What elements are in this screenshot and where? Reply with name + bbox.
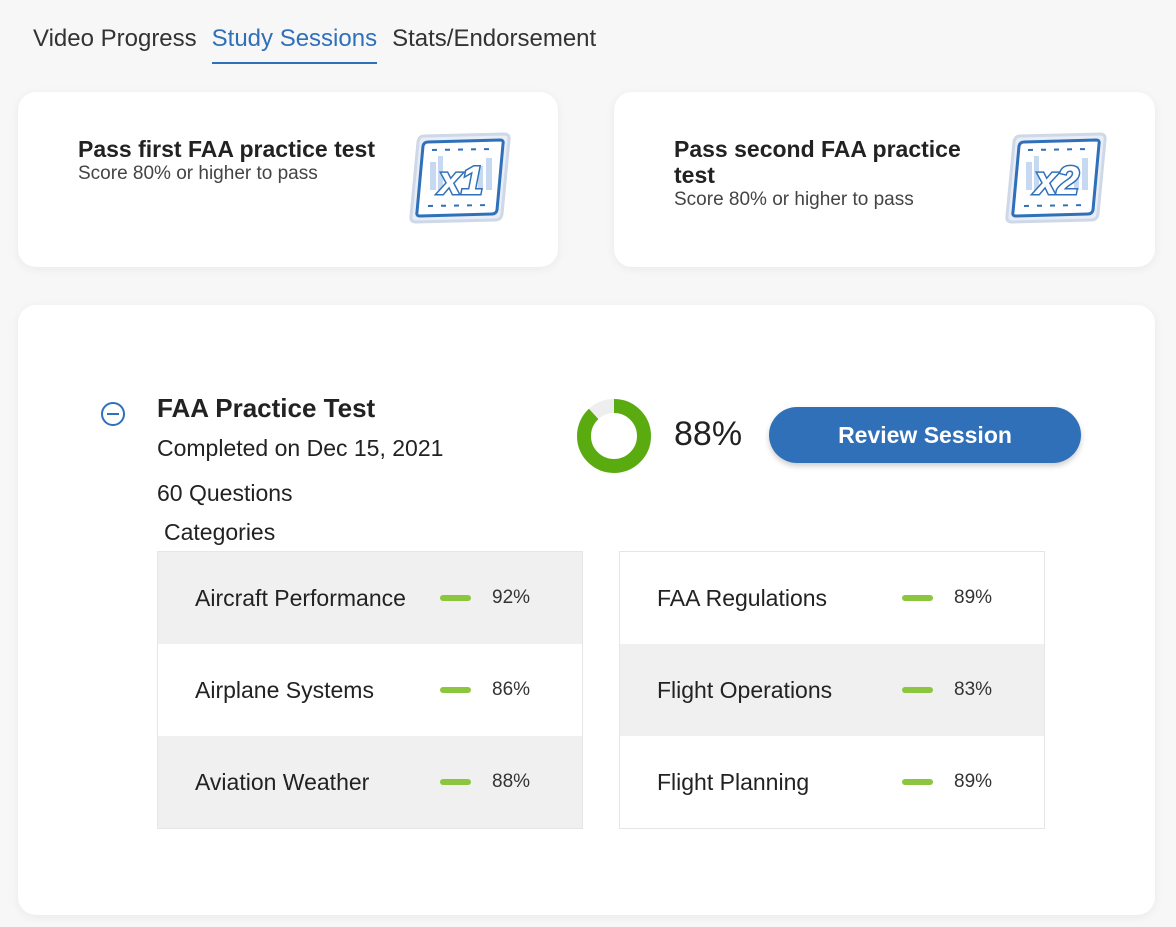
categories-heading: Categories [164, 519, 276, 545]
x2-badge-icon: x2 [1005, 132, 1107, 224]
score-donut-chart [577, 399, 651, 473]
goal-subtitle: Score 80% or higher to pass [78, 163, 318, 184]
category-score-bar [440, 779, 471, 785]
category-score: 92% [492, 587, 531, 608]
category-name: Airplane Systems [195, 676, 374, 703]
category-row: Aviation Weather 88% [158, 736, 582, 828]
goal-card-first-test: Pass first FAA practice test Score 80% o… [18, 92, 558, 267]
category-score: 89% [954, 771, 993, 792]
session-card: FAA Practice Test Completed on Dec 15, 2… [18, 305, 1155, 915]
category-score: 89% [954, 587, 993, 608]
goal-card-second-test: Pass second FAA practice test Score 80% … [614, 92, 1155, 267]
category-name: Flight Planning [657, 768, 810, 795]
category-score: 83% [954, 679, 993, 700]
categories-table-left: Aircraft Performance 92% Airplane System… [157, 551, 583, 829]
goal-subtitle: Score 80% or higher to pass [674, 189, 914, 210]
category-name: Flight Operations [657, 676, 833, 703]
category-name: Aircraft Performance [195, 584, 406, 611]
category-score-bar [440, 687, 471, 693]
category-row: Airplane Systems 86% [158, 644, 582, 736]
category-score-bar [902, 595, 933, 601]
minus-circle-icon[interactable] [100, 401, 126, 427]
tab-stats-endorsement[interactable]: Stats/Endorsement [392, 25, 597, 52]
category-row: Aircraft Performance 92% [158, 552, 582, 644]
score-percentage: 88% [674, 415, 743, 453]
category-score: 88% [492, 771, 531, 792]
question-count: 60 Questions [157, 480, 293, 506]
category-name: FAA Regulations [657, 584, 828, 611]
score-donut-arc [577, 399, 651, 473]
x1-badge-icon: x1 [409, 132, 511, 224]
review-session-button[interactable]: Review Session [769, 407, 1081, 463]
goal-text: Pass second FAA practice test Score 80% … [674, 136, 974, 211]
category-score-bar [902, 687, 933, 693]
goal-title: Pass second FAA practice test [674, 136, 961, 188]
category-row: Flight Operations 83% [620, 644, 1044, 736]
session-title: FAA Practice Test [157, 393, 376, 423]
goal-title: Pass first FAA practice test [78, 136, 375, 162]
badge-text: x1 [437, 159, 484, 203]
goal-text: Pass first FAA practice test Score 80% o… [78, 136, 378, 185]
category-row: Flight Planning 89% [620, 736, 1044, 828]
completed-date: Completed on Dec 15, 2021 [157, 435, 444, 461]
category-name: Aviation Weather [195, 768, 370, 795]
category-row: FAA Regulations 89% [620, 552, 1044, 644]
tab-bar: Video Progress Study Sessions Stats/Endo… [33, 22, 596, 64]
badge-text: x2 [1033, 159, 1080, 203]
categories-table-right: FAA Regulations 89% Flight Operations 83… [619, 551, 1045, 829]
category-score: 86% [492, 679, 531, 700]
tab-video-progress[interactable]: Video Progress [33, 25, 197, 52]
category-score-bar [440, 595, 471, 601]
category-score-bar [902, 779, 933, 785]
tab-study-sessions[interactable]: Study Sessions [211, 22, 378, 64]
